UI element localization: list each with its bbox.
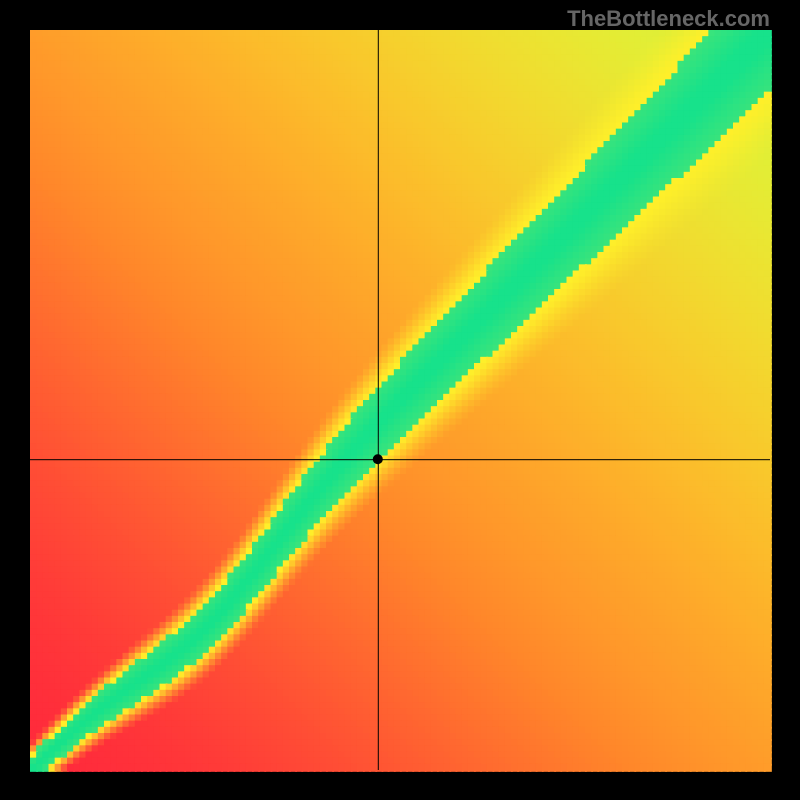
chart-container: { "watermark": { "text": "TheBottleneck.… (0, 0, 800, 800)
watermark-text: TheBottleneck.com (567, 6, 770, 32)
bottleneck-heatmap (0, 0, 800, 800)
